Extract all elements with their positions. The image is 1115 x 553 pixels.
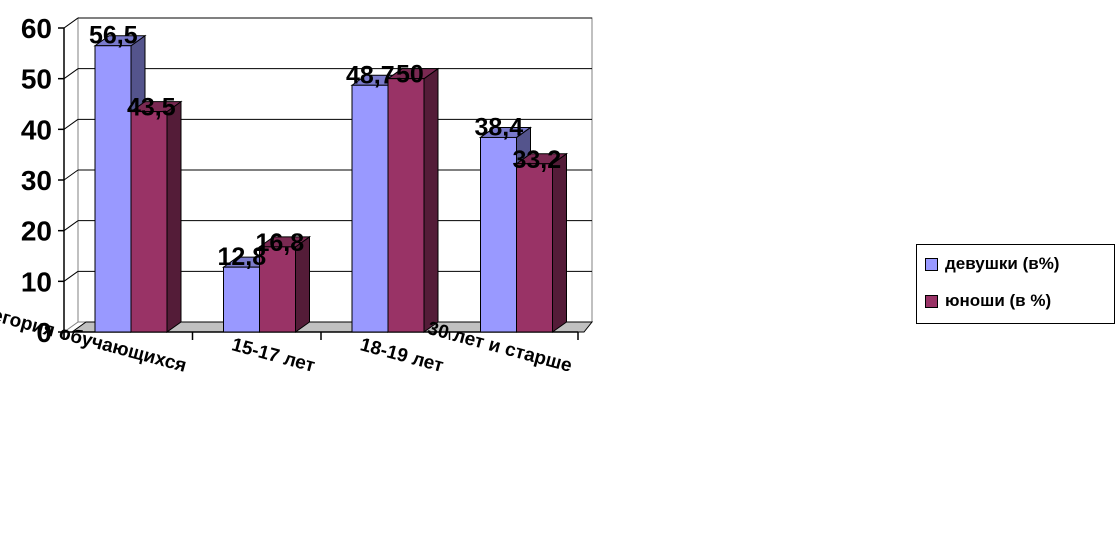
bars xyxy=(93,34,569,333)
data-label-yunoshi: 16,8 xyxy=(256,229,305,257)
legend-label-devushki: девушки (в%) xyxy=(945,254,1060,273)
gridline-side xyxy=(63,270,79,282)
bar-yunoshi-front xyxy=(259,246,296,333)
gridline-side xyxy=(63,68,79,80)
y-tick-label: 60 xyxy=(21,13,52,44)
bar-yunoshi-front xyxy=(387,78,425,333)
y-tick-labels: 0 10 20 30 40 50 60 xyxy=(21,13,52,348)
gridline-side xyxy=(63,17,79,29)
data-label-devushki: 12,8 xyxy=(218,243,267,271)
bar-devushki-front xyxy=(351,84,389,333)
bar-yunoshi-front xyxy=(516,163,553,333)
data-labels: 56,5 12,8 48,7 38,4 43,5 16,8 50 33,2 xyxy=(89,22,561,271)
bar-yunoshi-front xyxy=(130,111,168,333)
legend-swatch-devushki xyxy=(925,257,938,271)
data-label-yunoshi: 33,2 xyxy=(513,146,562,174)
bar-devushki-front xyxy=(480,136,517,333)
bar-yunoshi xyxy=(386,67,440,333)
legend: девушки (в%) юноши (в %) xyxy=(916,244,1115,324)
legend-label-yunoshi: юноши (в %) xyxy=(945,291,1052,310)
gridline-side xyxy=(63,118,79,130)
bar-devushki-front xyxy=(94,45,132,333)
data-label-devushki: 38,4 xyxy=(475,113,524,141)
legend-item-yunoshi: юноши (в %) xyxy=(925,290,1051,312)
data-label-devushki: 56,5 xyxy=(89,22,138,50)
bar-yunoshi xyxy=(257,235,312,333)
y-tick-label: 20 xyxy=(21,216,52,247)
gridline-side xyxy=(63,220,79,232)
bar-yunoshi-side xyxy=(423,67,439,333)
bar-yunoshi-side xyxy=(166,100,182,333)
bar-yunoshi xyxy=(129,100,183,333)
bar-yunoshi-side xyxy=(552,152,567,333)
legend-swatch-yunoshi xyxy=(925,294,938,308)
bar-yunoshi xyxy=(514,152,569,333)
y-tick-label: 50 xyxy=(21,64,52,95)
data-label-yunoshi: 50 xyxy=(396,61,424,89)
category-label: 15-17 лет xyxy=(229,334,317,376)
bar-devushki-front xyxy=(223,266,260,333)
category-label: 18-19 лет xyxy=(358,334,446,376)
data-label-devushki: 48,7 xyxy=(346,61,395,89)
y-tick-label: 30 xyxy=(21,165,52,196)
data-label-yunoshi: 43,5 xyxy=(127,94,176,122)
y-tick-label: 40 xyxy=(21,114,52,145)
y-tick-label: 0 xyxy=(36,317,52,348)
legend-item-devushki: девушки (в%) xyxy=(925,253,1059,275)
gridline-side xyxy=(63,169,79,181)
y-tick-label: 10 xyxy=(21,266,52,297)
